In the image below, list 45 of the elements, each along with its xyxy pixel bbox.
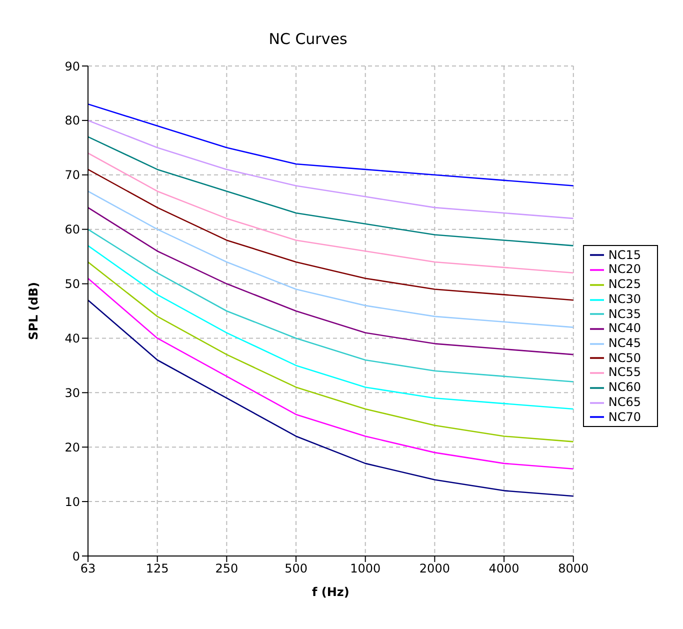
x-axis-title: f (Hz) [312,585,350,599]
x-tick-label: 125 [146,562,169,576]
x-tick-label: 1000 [350,562,381,576]
x-tick-label: 2000 [419,562,450,576]
legend-label: NC55 [608,365,641,380]
line-series [88,245,574,410]
y-tick-label: 30 [64,386,80,400]
x-tick-label: 500 [284,562,308,576]
x-tick-label: 250 [215,562,238,576]
legend-label: NC65 [608,394,641,409]
chart-title: NC Curves [268,30,348,48]
x-tick-label: 4000 [488,562,520,576]
legend-label: NC25 [608,277,641,292]
x-tick-label: 8000 [558,562,589,576]
legend-label: NC30 [608,292,641,306]
y-axis-title: SPL (dB) [26,282,40,340]
legend-label: NC40 [608,321,641,336]
y-tick-label: 90 [64,59,80,74]
line-series [88,120,574,220]
y-tick-label: 20 [64,440,80,454]
legend-label: NC15 [608,248,641,262]
y-tick-label: 80 [64,114,80,128]
line-series [88,103,574,186]
x-tick-label: 63 [80,562,96,576]
y-tick-label: 0 [72,549,80,564]
line-series [88,278,574,470]
line-series [88,228,574,382]
legend-label: NC70 [608,410,641,424]
line-series [88,261,574,442]
y-tick-label: 70 [64,168,80,182]
line-series [88,206,574,356]
line-series [88,152,574,274]
line-series [88,190,574,328]
line-series [88,168,574,301]
line-series [88,299,574,497]
line-series [88,136,574,246]
y-tick-label: 40 [64,331,80,346]
legend-label: NC35 [608,306,641,321]
y-tick-label: 60 [64,222,80,237]
legend-label: NC45 [608,336,641,350]
y-tick-label: 50 [64,277,80,292]
y-tick-label: 10 [64,494,80,509]
legend-label: NC60 [608,380,641,394]
legend-label: NC50 [608,350,641,365]
legend-label: NC20 [608,262,641,276]
